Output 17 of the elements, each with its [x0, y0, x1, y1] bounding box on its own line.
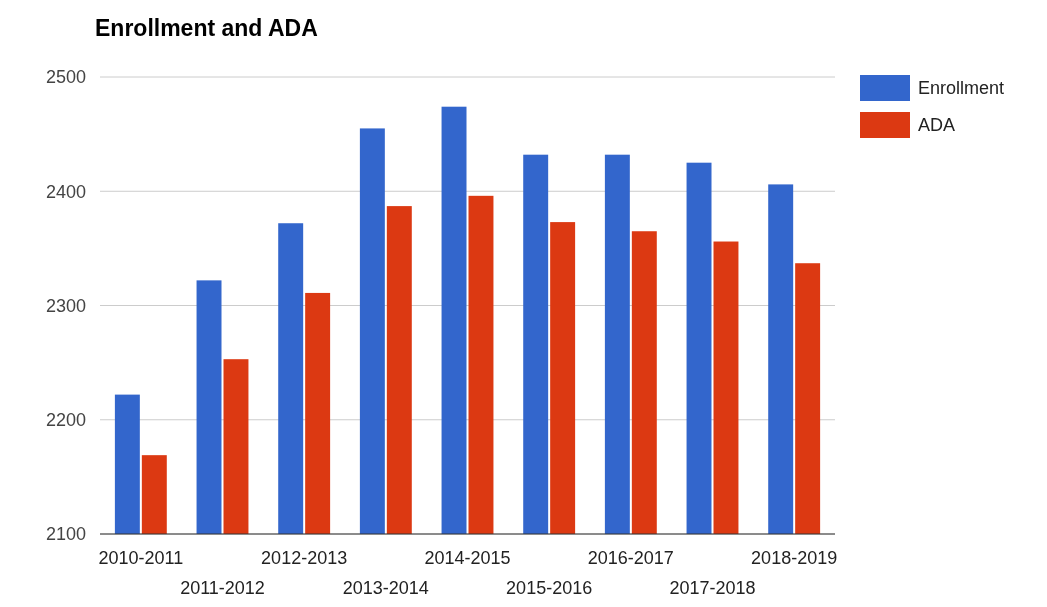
y-tick-label: 2200	[45, 410, 86, 431]
y-tick-label: 2500	[45, 67, 86, 88]
legend-label: Enrollment	[918, 78, 1005, 99]
x-tick-label: 2017-2018	[669, 578, 756, 598]
x-tick-label: 2018-2019	[751, 548, 838, 568]
y-tick-label: 2300	[45, 295, 86, 316]
x-tick-label: 2013-2014	[342, 578, 429, 598]
x-tick-label: 2015-2016	[506, 578, 593, 598]
x-tick-label: 2011-2012	[180, 578, 265, 598]
x-tick-label: 2010-2011	[98, 548, 184, 568]
y-tick-label: 2400	[45, 181, 86, 202]
legend-label: ADA	[918, 115, 956, 136]
y-tick-label: 2100	[45, 524, 86, 545]
chart-title: Enrollment and ADA	[95, 15, 318, 41]
x-tick-label: 2012-2013	[261, 548, 348, 568]
x-tick-label: 2016-2017	[587, 548, 674, 568]
x-tick-label: 2014-2015	[424, 548, 511, 568]
